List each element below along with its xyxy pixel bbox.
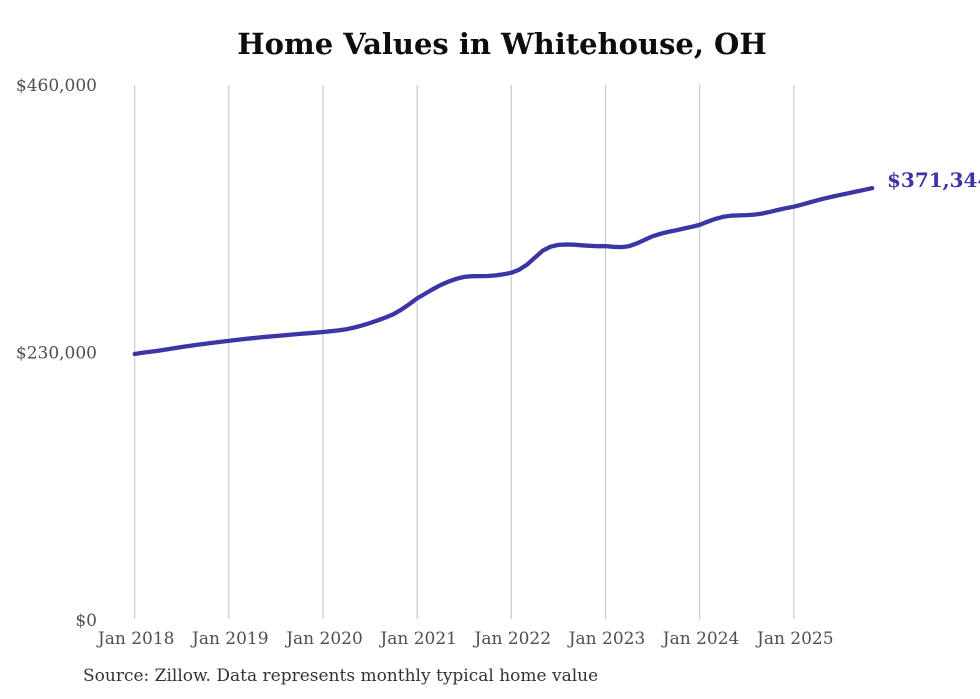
- x-tick-label: Jan 2025: [755, 629, 834, 649]
- chart-title: Home Values in Whitehouse, OH: [237, 27, 767, 61]
- x-tick-label: Jan 2023: [567, 629, 646, 649]
- y-axis-labels-group: $0 $230,000 $460,000: [16, 76, 97, 631]
- source-note: Source: Zillow. Data represents monthly …: [83, 666, 599, 686]
- y-tick-label: $460,000: [16, 76, 97, 96]
- x-tick-label: Jan 2024: [661, 629, 740, 649]
- home-value-line: [132, 185, 875, 357]
- x-tick-label: Jan 2021: [378, 629, 457, 649]
- x-tick-label: Jan 2019: [190, 629, 269, 649]
- y-tick-label: $0: [75, 611, 97, 631]
- y-tick-label: $230,000: [16, 344, 97, 364]
- x-tick-label: Jan 2022: [473, 629, 552, 649]
- x-tick-label: Jan 2020: [284, 629, 363, 649]
- x-axis-labels-group: Jan 2018 Jan 2019 Jan 2020 Jan 2021 Jan 2022…: [96, 629, 834, 649]
- current-value-label: $371,344: [887, 168, 980, 192]
- x-tick-label: Jan 2018: [96, 629, 175, 649]
- gridlines-group: [134, 85, 795, 619]
